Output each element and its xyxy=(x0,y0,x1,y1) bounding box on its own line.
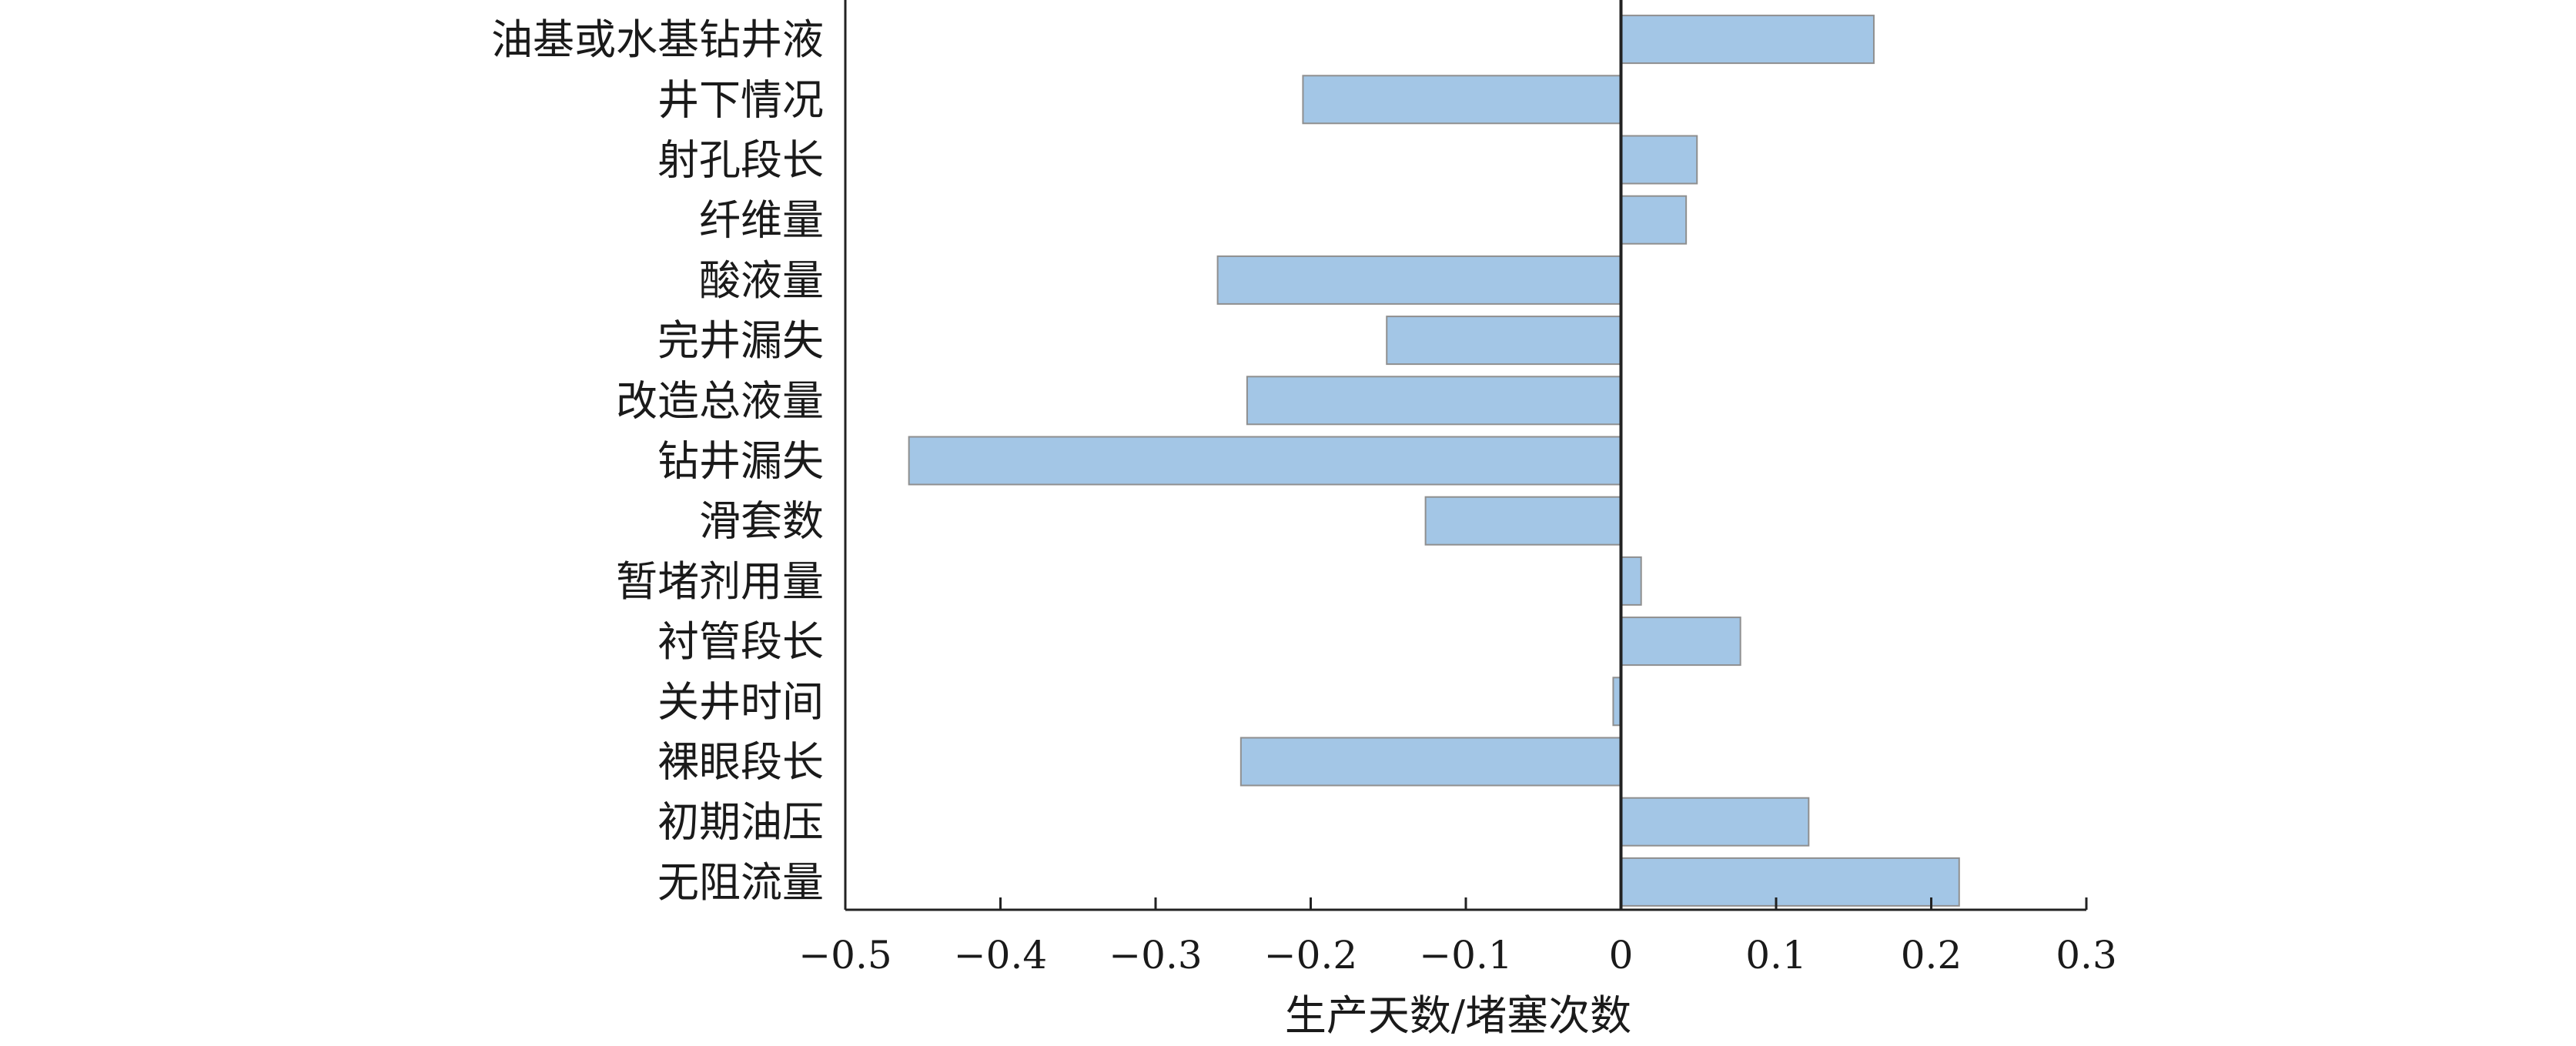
bar-9 xyxy=(1424,496,1622,546)
axes-layer xyxy=(844,0,2088,911)
bar-11 xyxy=(1620,617,1741,667)
bar-13 xyxy=(1239,737,1622,787)
y-category-label-14: 初期油压 xyxy=(657,798,824,847)
y-category-label-2: 井下情况 xyxy=(657,75,824,124)
y-category-label-7: 改造总液量 xyxy=(616,376,824,425)
y-category-label-15: 无阻流量 xyxy=(657,858,824,907)
y-category-label-5: 酸液量 xyxy=(699,256,824,305)
x-tick-label-8: 0.2 xyxy=(1901,933,1962,977)
x-tick-label-4: −0.2 xyxy=(1264,933,1357,977)
bar-15 xyxy=(1620,857,1960,907)
x-tick-label-1: −0.5 xyxy=(798,933,892,977)
x-tick-label-5: −0.1 xyxy=(1419,933,1512,977)
bar-2 xyxy=(1302,75,1622,125)
x-axis-title: 生产天数/堵塞次数 xyxy=(1285,991,1631,1040)
x-tick-label-7: 0.1 xyxy=(1745,933,1807,977)
bars-layer xyxy=(908,15,1960,907)
bar-3 xyxy=(1620,135,1698,185)
y-category-label-1: 油基或水基钻井液 xyxy=(491,15,824,64)
y-category-label-10: 暂堵剂用量 xyxy=(616,557,824,606)
x-tick-label-2: −0.4 xyxy=(954,933,1047,977)
x-tick-label-3: −0.3 xyxy=(1109,933,1202,977)
bar-1 xyxy=(1620,15,1875,65)
labels-layer: −0.5 −0.4 −0.3 −0.2 −0.1 0 0.1 0.2 0.3 油基或水基钻井液井下… xyxy=(491,15,2117,1040)
bar-5 xyxy=(1216,255,1622,305)
bar-14 xyxy=(1620,797,1810,847)
bar-7 xyxy=(1246,376,1622,426)
x-tick-label-6: 0 xyxy=(1609,933,1634,977)
y-category-label-11: 衬管段长 xyxy=(657,617,824,666)
y-category-label-3: 射孔段长 xyxy=(657,136,824,185)
bar-8 xyxy=(908,436,1622,486)
bar-6 xyxy=(1386,316,1622,366)
bar-10 xyxy=(1620,556,1642,606)
y-category-label-6: 完井漏失 xyxy=(657,316,824,365)
bar-4 xyxy=(1620,195,1688,245)
y-category-label-13: 裸眼段长 xyxy=(657,738,824,787)
y-category-label-12: 关井时间 xyxy=(657,677,824,726)
y-category-label-8: 钻井漏失 xyxy=(657,437,824,486)
y-category-label-4: 纤维量 xyxy=(699,196,824,245)
x-tick-label-9: 0.3 xyxy=(2056,933,2117,977)
y-category-label-9: 滑套数 xyxy=(699,497,824,546)
